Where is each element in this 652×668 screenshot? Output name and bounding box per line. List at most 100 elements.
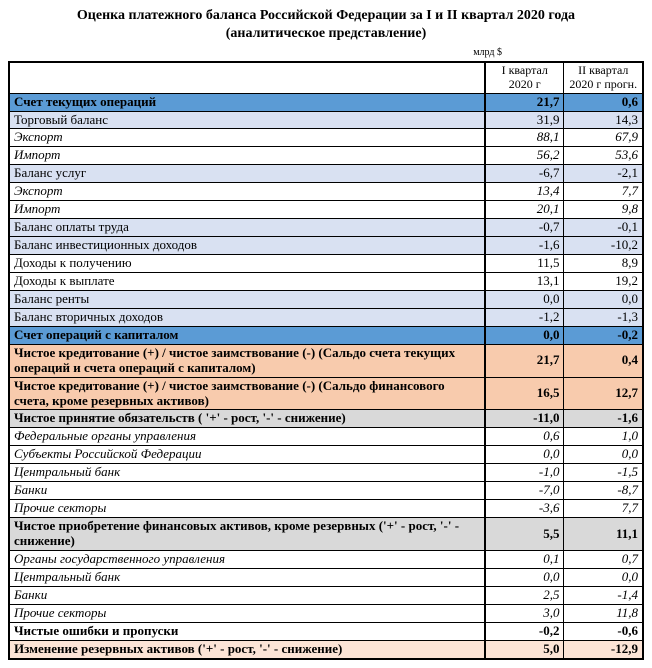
- row-value-1: -7,0: [485, 482, 564, 500]
- table-row: Баланс услуг-6,7-2,1: [9, 165, 643, 183]
- row-value-2: -0,6: [564, 622, 643, 640]
- row-value-1: -1,2: [485, 308, 564, 326]
- row-value-1: 0,0: [485, 290, 564, 308]
- row-label: Баланс ренты: [9, 290, 485, 308]
- header-col-1: I квартал 2020 г: [485, 62, 564, 93]
- table-row: Импорт56,253,6: [9, 147, 643, 165]
- balance-table: I квартал 2020 г II квартал 2020 г прогн…: [8, 61, 644, 660]
- table-row: Чистое приобретение финансовых активов, …: [9, 518, 643, 551]
- table-row: Чистое кредитование (+) / чистое заимств…: [9, 344, 643, 377]
- row-value-1: 31,9: [485, 111, 564, 129]
- row-label: Чистые ошибки и пропуски: [9, 622, 485, 640]
- row-value-2: -0,1: [564, 219, 643, 237]
- row-label: Баланс инвестиционных доходов: [9, 237, 485, 255]
- row-value-2: -1,5: [564, 464, 643, 482]
- table-row: Счет текущих операций21,70,6: [9, 93, 643, 111]
- row-value-2: -12,9: [564, 640, 643, 658]
- row-label: Прочие секторы: [9, 604, 485, 622]
- row-label: Баланс оплаты труда: [9, 219, 485, 237]
- row-label: Центральный банк: [9, 464, 485, 482]
- row-value-2: -2,1: [564, 165, 643, 183]
- row-value-2: 8,9: [564, 255, 643, 273]
- row-value-2: -10,2: [564, 237, 643, 255]
- row-value-1: 21,7: [485, 344, 564, 377]
- row-value-2: 19,2: [564, 272, 643, 290]
- row-label: Импорт: [9, 201, 485, 219]
- table-row: Баланс оплаты труда-0,7-0,1: [9, 219, 643, 237]
- row-value-2: 11,8: [564, 604, 643, 622]
- row-value-1: 11,5: [485, 255, 564, 273]
- row-label: Счет текущих операций: [9, 93, 485, 111]
- row-value-2: 0,0: [564, 446, 643, 464]
- table-row: Центральный банк-1,0-1,5: [9, 464, 643, 482]
- row-value-2: 7,7: [564, 183, 643, 201]
- table-row: Прочие секторы3,011,8: [9, 604, 643, 622]
- row-value-1: 0,1: [485, 550, 564, 568]
- row-value-1: 0,6: [485, 428, 564, 446]
- table-row: Баланс инвестиционных доходов-1,6-10,2: [9, 237, 643, 255]
- row-label: Центральный банк: [9, 568, 485, 586]
- row-value-2: 53,6: [564, 147, 643, 165]
- header-empty: [9, 62, 485, 93]
- row-value-1: -6,7: [485, 165, 564, 183]
- row-label: Чистое кредитование (+) / чистое заимств…: [9, 344, 485, 377]
- table-row: Экспорт88,167,9: [9, 129, 643, 147]
- row-value-2: -1,3: [564, 308, 643, 326]
- row-label: Баланс вторичных доходов: [9, 308, 485, 326]
- unit-label: млрд $: [10, 46, 642, 59]
- table-row: Изменение резервных активов ('+' - рост,…: [9, 640, 643, 658]
- row-label: Доходы к получению: [9, 255, 485, 273]
- header-row: I квартал 2020 г II квартал 2020 г прогн…: [9, 62, 643, 93]
- row-value-2: 7,7: [564, 500, 643, 518]
- row-label: Доходы к выплате: [9, 272, 485, 290]
- row-value-1: 3,0: [485, 604, 564, 622]
- row-value-2: 0,6: [564, 93, 643, 111]
- row-value-2: 14,3: [564, 111, 643, 129]
- row-value-1: -0,7: [485, 219, 564, 237]
- row-label: Чистое приобретение финансовых активов, …: [9, 518, 485, 551]
- table-row: Банки2,5-1,4: [9, 586, 643, 604]
- table-row: Экспорт13,47,7: [9, 183, 643, 201]
- table-row: Импорт20,19,8: [9, 201, 643, 219]
- row-value-2: -8,7: [564, 482, 643, 500]
- table-body: Счет текущих операций21,70,6Торговый бал…: [9, 93, 643, 659]
- table-row: Субъекты Российской Федерации0,00,0: [9, 446, 643, 464]
- table-row: Органы государственного управления0,10,7: [9, 550, 643, 568]
- table-row: Доходы к выплате13,119,2: [9, 272, 643, 290]
- row-value-2: 9,8: [564, 201, 643, 219]
- table-row: Чистое принятие обязательств ( '+' - рос…: [9, 410, 643, 428]
- row-value-1: 20,1: [485, 201, 564, 219]
- table-row: Центральный банк0,00,0: [9, 568, 643, 586]
- row-value-1: 2,5: [485, 586, 564, 604]
- row-value-2: 0,4: [564, 344, 643, 377]
- row-value-1: -1,0: [485, 464, 564, 482]
- row-label: Чистое принятие обязательств ( '+' - рос…: [9, 410, 485, 428]
- unit-row: млрд $: [8, 44, 644, 61]
- row-value-1: -1,6: [485, 237, 564, 255]
- row-value-2: 11,1: [564, 518, 643, 551]
- table-row: Доходы к получению11,58,9: [9, 255, 643, 273]
- row-value-1: -11,0: [485, 410, 564, 428]
- table-row: Торговый баланс31,914,3: [9, 111, 643, 129]
- row-value-1: 0,0: [485, 568, 564, 586]
- row-value-1: 0,0: [485, 446, 564, 464]
- title-line-1: Оценка платежного баланса Российской Фед…: [8, 8, 644, 24]
- row-value-1: -0,2: [485, 622, 564, 640]
- row-value-2: 12,7: [564, 377, 643, 410]
- row-label: Экспорт: [9, 129, 485, 147]
- row-label: Органы государственного управления: [9, 550, 485, 568]
- table-row: Чистое кредитование (+) / чистое заимств…: [9, 377, 643, 410]
- row-label: Чистое кредитование (+) / чистое заимств…: [9, 377, 485, 410]
- table-row: Счет операций с капиталом0,0-0,2: [9, 326, 643, 344]
- header-col-2: II квартал 2020 г прогн.: [564, 62, 643, 93]
- row-label: Субъекты Российской Федерации: [9, 446, 485, 464]
- table-row: Банки-7,0-8,7: [9, 482, 643, 500]
- row-value-1: 0,0: [485, 326, 564, 344]
- row-label: Изменение резервных активов ('+' - рост,…: [9, 640, 485, 658]
- row-value-1: 56,2: [485, 147, 564, 165]
- row-value-2: 0,0: [564, 568, 643, 586]
- row-value-2: -0,2: [564, 326, 643, 344]
- table-row: Чистые ошибки и пропуски-0,2-0,6: [9, 622, 643, 640]
- row-label: Прочие секторы: [9, 500, 485, 518]
- row-value-1: 16,5: [485, 377, 564, 410]
